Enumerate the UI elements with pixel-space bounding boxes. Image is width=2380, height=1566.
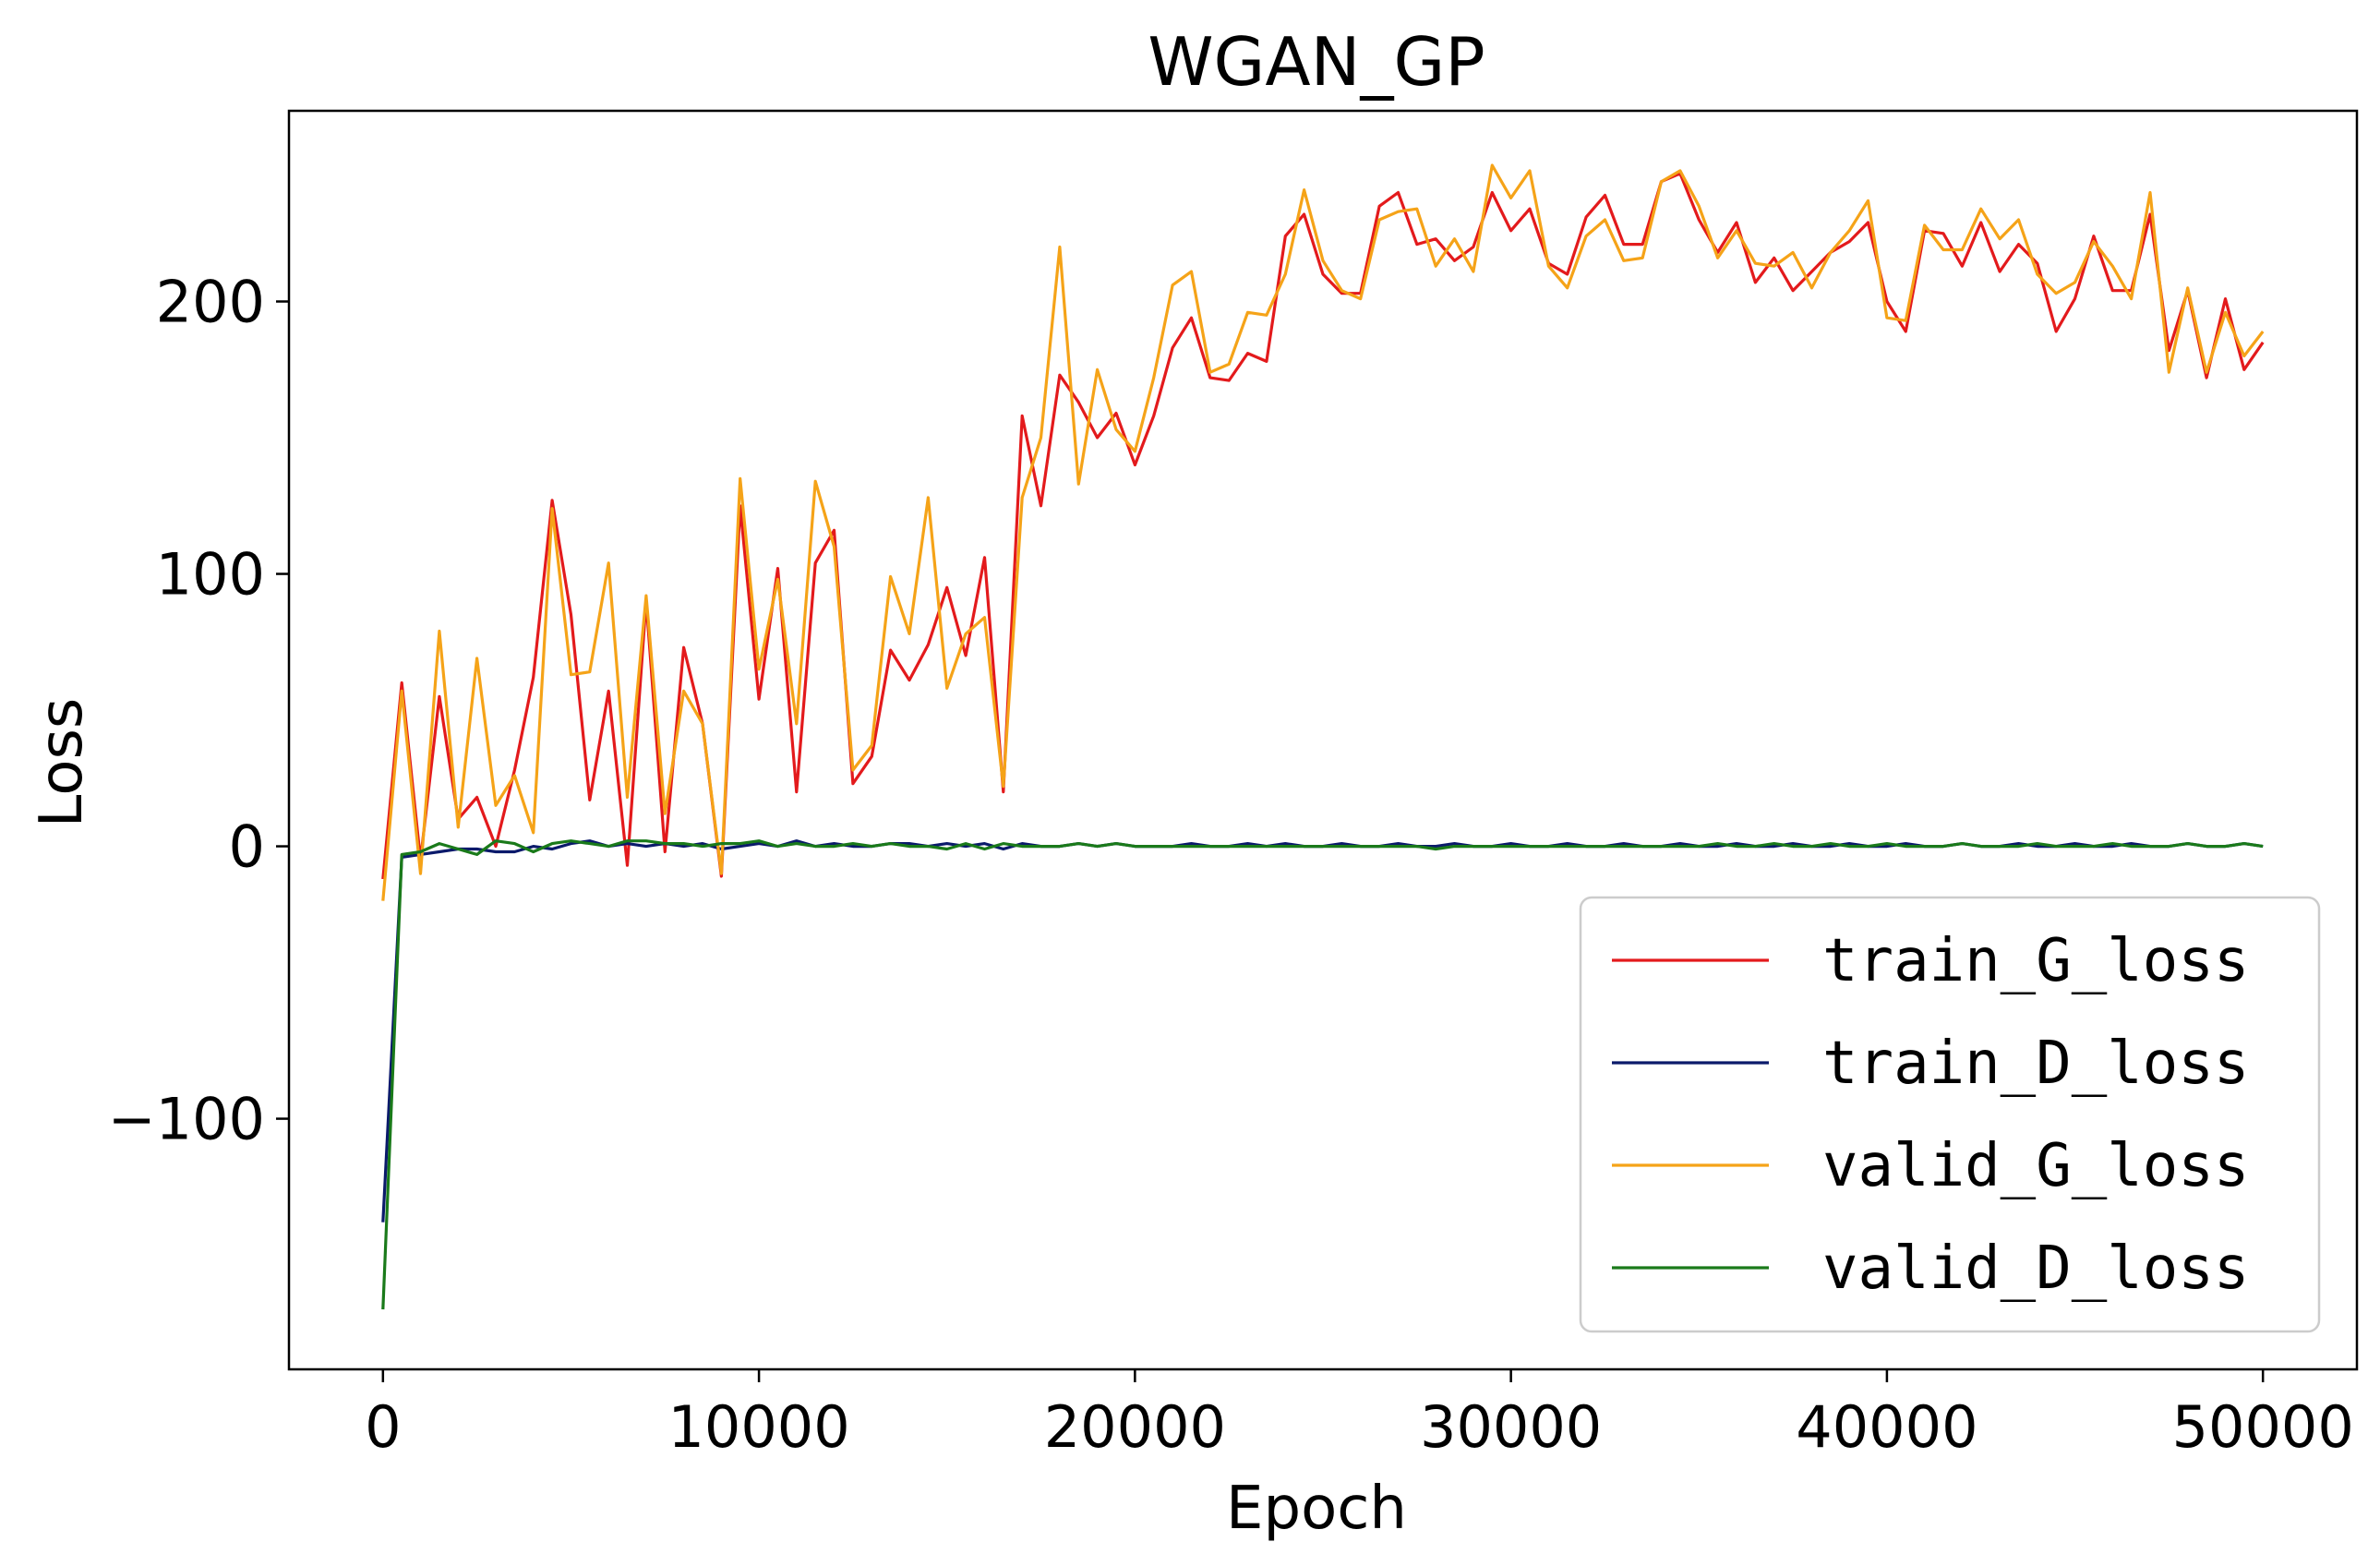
y-tick-label: 0 xyxy=(229,813,265,881)
x-tick-label: 40000 xyxy=(1796,1393,1977,1461)
plot-frame xyxy=(287,109,2359,1371)
legend-label-train-G-loss: train_G_loss xyxy=(1822,927,2249,995)
x-tick-label: 20000 xyxy=(1044,1393,1226,1461)
legend-label-valid-G-loss: valid_G_loss xyxy=(1822,1132,2249,1200)
x-tick-label: 10000 xyxy=(667,1393,849,1461)
y-axis-label: Loss xyxy=(28,698,96,827)
x-axis-label: Epoch xyxy=(1226,1475,1407,1543)
y-tick-label: −100 xyxy=(108,1086,265,1153)
plot-area xyxy=(287,109,2359,1371)
y-tick-label: 200 xyxy=(156,269,265,336)
series-line-valid-G-loss xyxy=(381,163,2265,901)
x-tick-label: 50000 xyxy=(2172,1393,2354,1461)
chart-title: WGAN_GP xyxy=(1148,23,1484,101)
legend: train_G_loss train_D_loss valid_G_lossvali… xyxy=(1579,896,2321,1333)
legend-label-valid-D-loss: valid_D_loss xyxy=(1822,1235,2249,1303)
legend-box xyxy=(1579,896,2321,1333)
axis-ticks: 0 10000 20000 30000 40000 50000 −100 0 100 200 xyxy=(108,269,2354,1461)
y-tick-label: 100 xyxy=(156,541,265,608)
x-tick-label: 30000 xyxy=(1420,1393,1602,1461)
series-line-valid-D-loss xyxy=(381,839,2264,1310)
x-tick-label: 0 xyxy=(365,1393,401,1461)
series-line-train-G-loss xyxy=(381,172,2265,880)
legend-label-train-D-loss: train_D_loss xyxy=(1822,1030,2249,1098)
